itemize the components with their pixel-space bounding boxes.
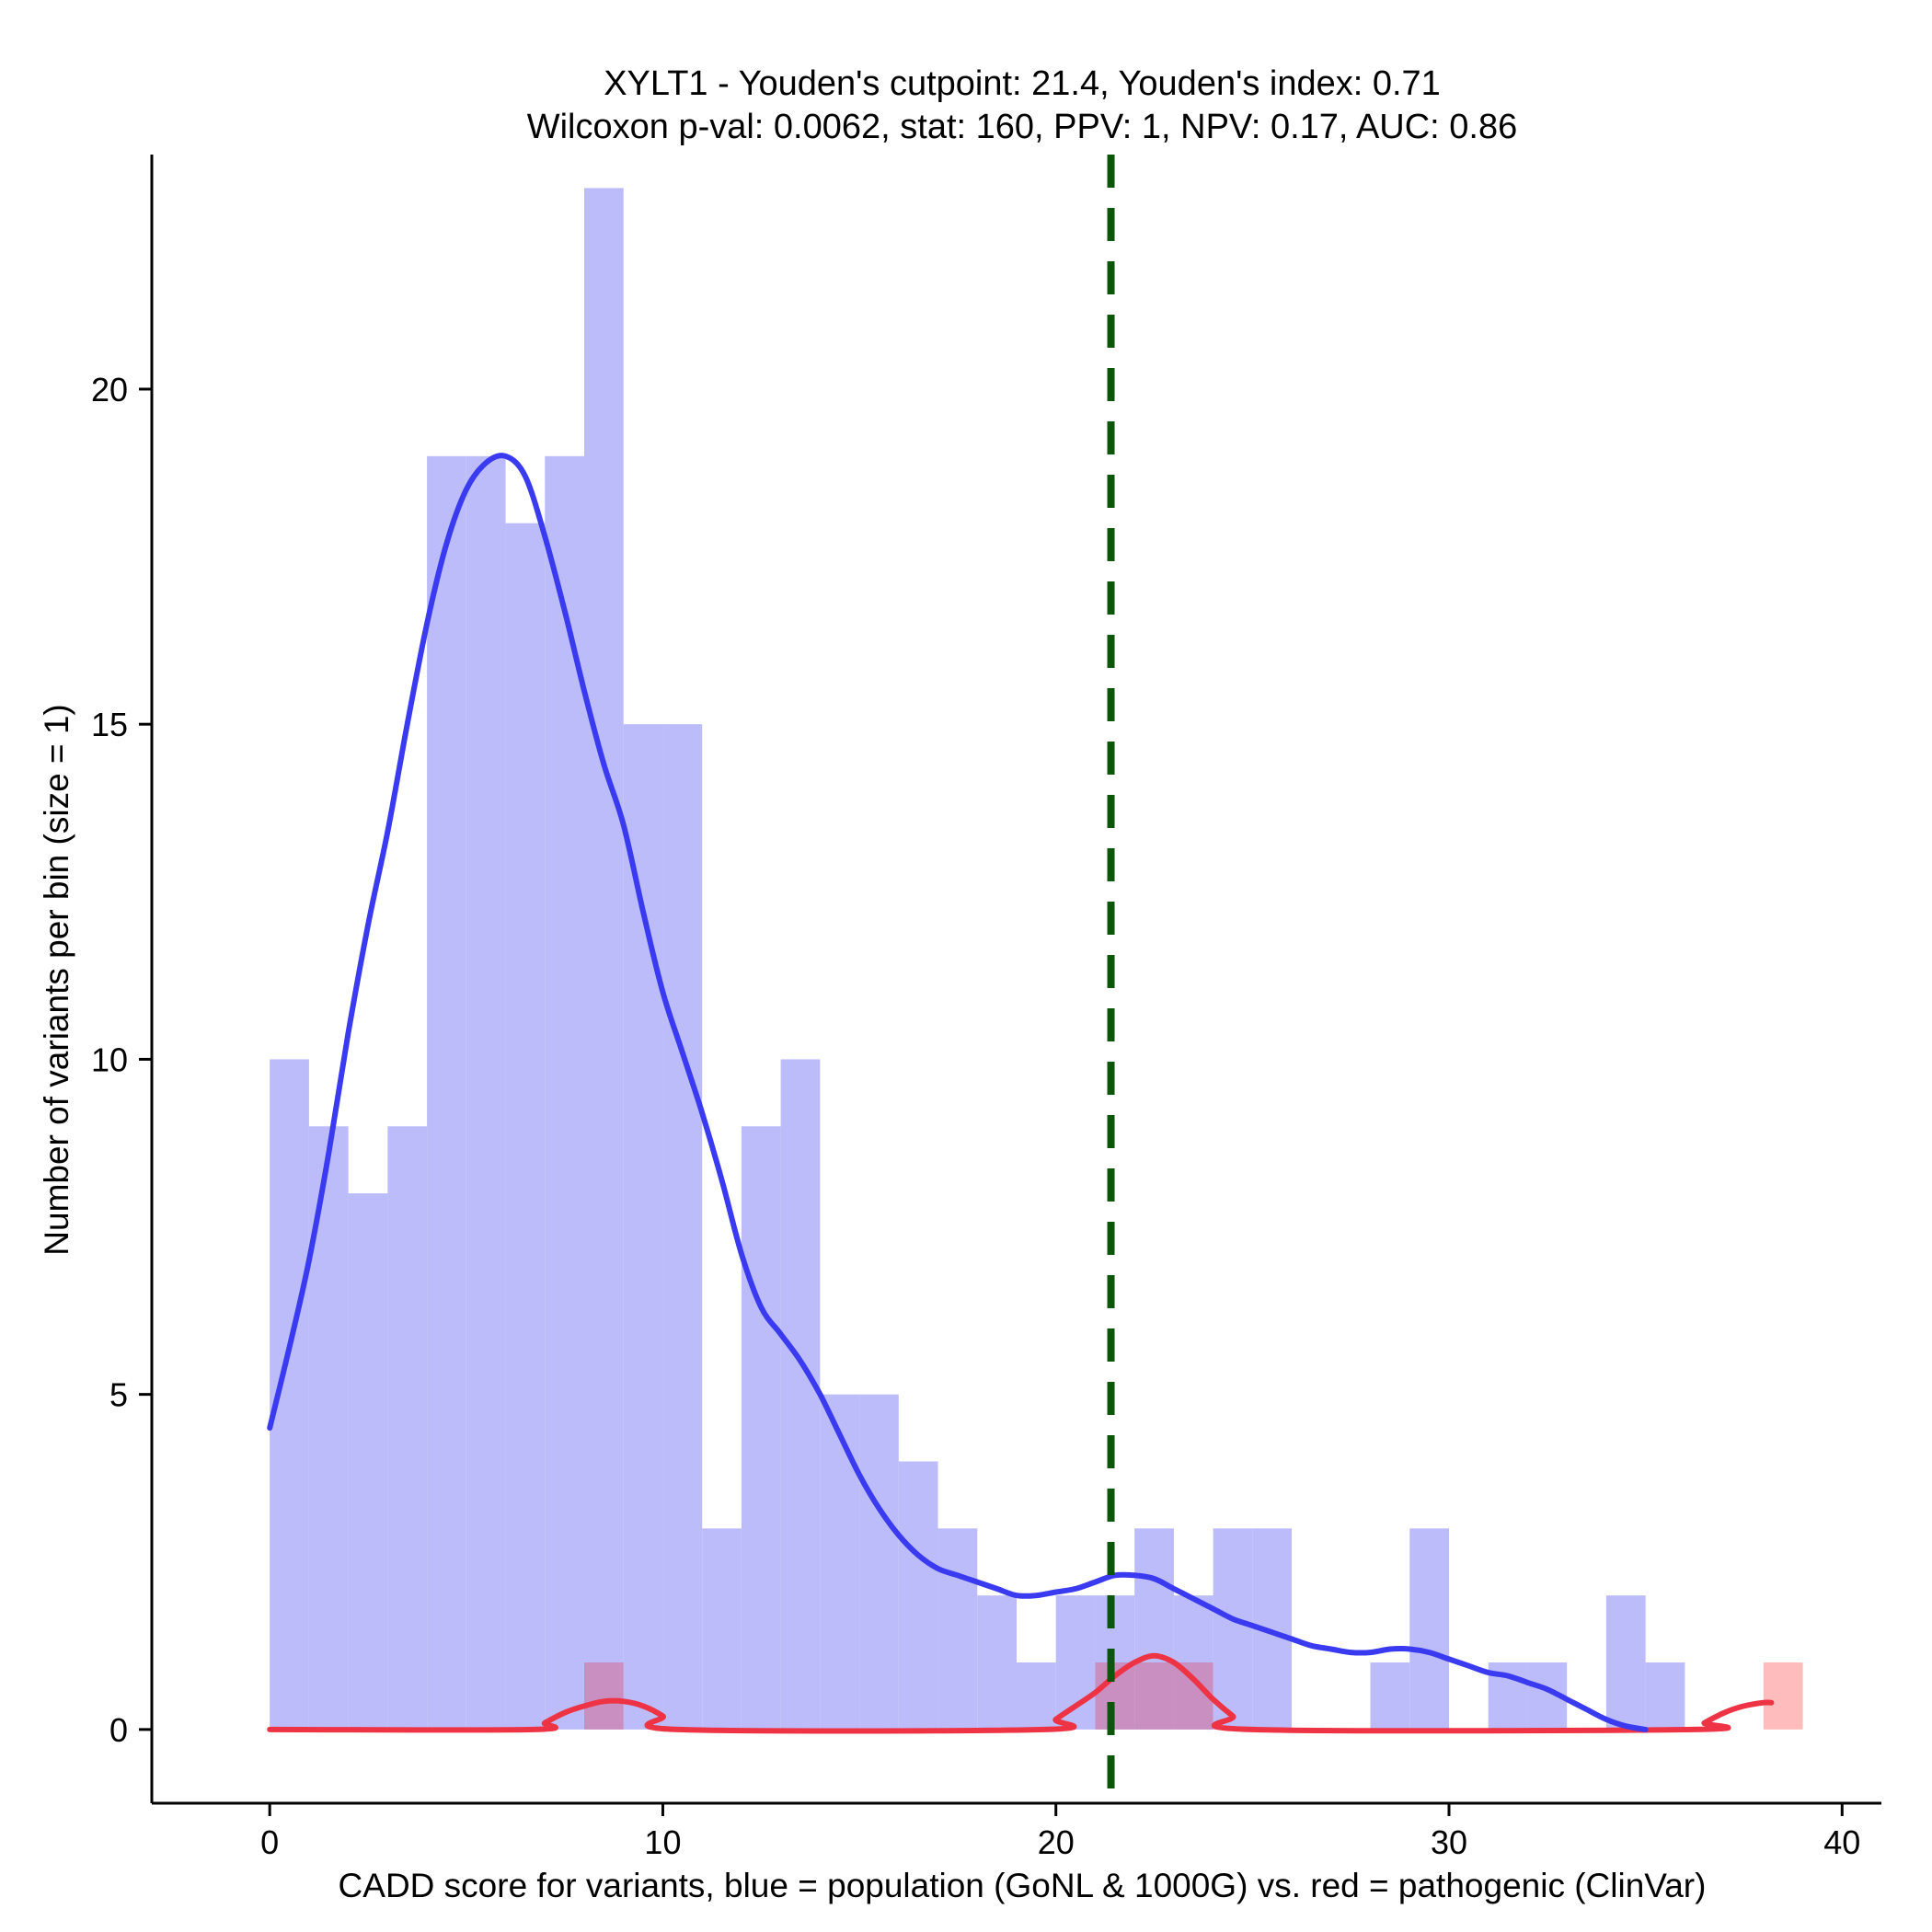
population-bar xyxy=(505,523,546,1730)
population-bars xyxy=(270,188,1685,1730)
population-bar xyxy=(1605,1595,1646,1730)
population-bar xyxy=(1645,1662,1685,1730)
x-axis-label: CADD score for variants, blue = populati… xyxy=(339,1867,1707,1904)
x-tick-label: 10 xyxy=(644,1823,681,1861)
population-bar xyxy=(348,1193,388,1730)
x-tick-label: 30 xyxy=(1431,1823,1467,1861)
population-bar xyxy=(427,455,466,1730)
pathogenic-bars xyxy=(584,1662,1803,1730)
population-bar xyxy=(1213,1528,1253,1730)
population-bar xyxy=(820,1394,860,1730)
population-bar xyxy=(741,1126,781,1730)
population-density-line xyxy=(267,453,1649,1732)
population-bar xyxy=(387,1126,428,1730)
chart-title: XYLT1 - Youden's cutpoint: 21.4, Youden'… xyxy=(527,64,1518,146)
y-tick-label: 20 xyxy=(91,371,128,408)
population-bar xyxy=(1370,1662,1410,1730)
pathogenic-density-line xyxy=(267,1652,1775,1734)
pathogenic-bar xyxy=(584,1662,624,1730)
axes xyxy=(150,155,1881,1805)
y-tick-label: 10 xyxy=(91,1041,128,1078)
population-bar xyxy=(780,1059,821,1730)
chart-title-line1: XYLT1 - Youden's cutpoint: 21.4, Youden'… xyxy=(604,64,1441,103)
population-bar xyxy=(1409,1528,1449,1730)
population-bar xyxy=(584,188,624,1730)
y-tick-label: 0 xyxy=(109,1711,128,1749)
population-bar xyxy=(1017,1662,1056,1730)
x-tick-label: 20 xyxy=(1038,1823,1075,1861)
y-axis-ticks: 0 5 10 15 20 xyxy=(91,371,152,1749)
population-bar xyxy=(977,1595,1017,1730)
population-bar xyxy=(702,1528,742,1730)
x-tick-label: 0 xyxy=(260,1823,279,1861)
pathogenic-bar xyxy=(1134,1662,1174,1730)
population-bar xyxy=(623,724,663,1730)
y-tick-label: 15 xyxy=(91,706,128,743)
chart-title-line2: Wilcoxon p-val: 0.0062, stat: 160, PPV: … xyxy=(527,108,1518,146)
population-bar xyxy=(545,455,584,1730)
population-bar xyxy=(662,724,703,1730)
population-bar xyxy=(466,455,506,1730)
x-tick-label: 40 xyxy=(1823,1823,1860,1861)
x-axis-ticks: 0 10 20 30 40 xyxy=(260,1803,1860,1861)
population-bar xyxy=(859,1394,899,1730)
y-tick-label: 5 xyxy=(109,1376,128,1414)
pathogenic-bar xyxy=(1763,1662,1803,1730)
density-curves xyxy=(267,453,1775,1734)
population-bar xyxy=(937,1528,978,1730)
population-bar xyxy=(898,1461,938,1730)
y-axis-label: Number of variants per bin (size = 1) xyxy=(38,704,75,1255)
